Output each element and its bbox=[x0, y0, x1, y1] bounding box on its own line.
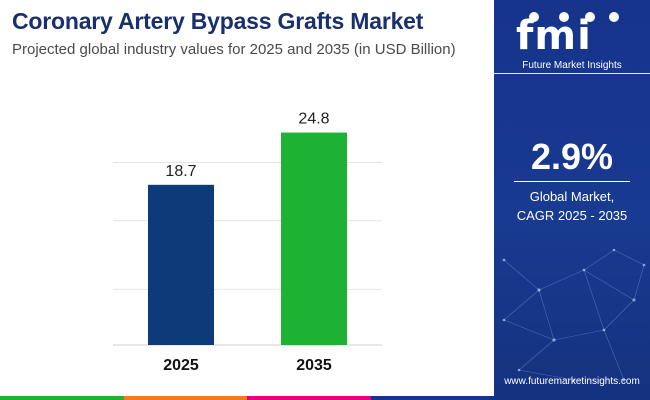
bar-chart: 18.7 2025 24.8 2035 bbox=[113, 111, 382, 374]
x-tick-label-2035: 2035 bbox=[296, 357, 332, 374]
bottom-color-bar bbox=[0, 396, 494, 400]
logo-text: fmi bbox=[516, 13, 592, 59]
data-label-2035: 24.8 bbox=[298, 111, 329, 128]
cagr-label: Global Market, CAGR 2025 - 2035 bbox=[494, 187, 650, 225]
chart-subtitle: Projected global industry values for 202… bbox=[12, 41, 456, 58]
cagr-divider bbox=[514, 181, 630, 182]
bar-2025 bbox=[148, 184, 214, 345]
bottom-bar-segment-magenta bbox=[247, 396, 371, 400]
website-url: www.futuremarketinsights.com bbox=[504, 376, 640, 387]
network-decoration bbox=[502, 248, 646, 382]
bottom-bar-segment-orange bbox=[123, 396, 247, 400]
bottom-bar-segment-green bbox=[0, 396, 124, 400]
fmi-logo: fmi Future Market Insights bbox=[494, 6, 650, 74]
brand-name: Future Market Insights bbox=[522, 60, 622, 71]
cagr-value: 2.9% bbox=[530, 136, 614, 177]
cagr-label-line2: CAGR 2025 - 2035 bbox=[516, 208, 628, 223]
cagr-label-line1: Global Market, bbox=[529, 189, 615, 204]
data-label-2025: 18.7 bbox=[165, 163, 196, 180]
x-tick-label-2025: 2025 bbox=[163, 357, 199, 374]
info-panel: fmi Future Market Insights 2.9% Global M… bbox=[494, 0, 650, 400]
chart-title: Coronary Artery Bypass Grafts Market bbox=[12, 8, 424, 34]
logo-divider bbox=[494, 73, 650, 74]
bottom-bar-segment-blue bbox=[370, 396, 494, 400]
logo-icons bbox=[529, 12, 619, 22]
bar-2035 bbox=[281, 132, 347, 345]
